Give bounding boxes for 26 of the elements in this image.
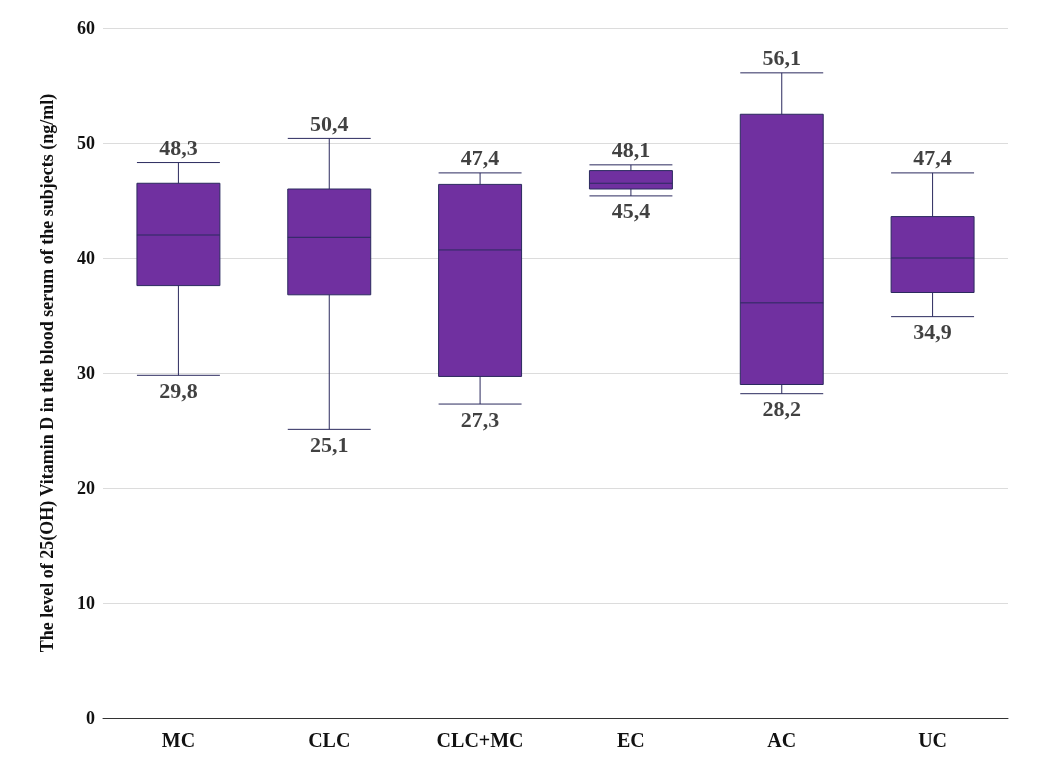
y-tick-label: 20 — [77, 478, 95, 498]
y-tick-label: 10 — [77, 593, 95, 613]
y-axis-title: The level of 25(OH) Vitamin D in the blood serum of the subjects (ng/ml) — [37, 93, 58, 653]
x-tick-label: CLC — [308, 729, 351, 751]
annotation: 48,1 — [611, 137, 651, 163]
y-tick-label: 60 — [77, 18, 95, 38]
y-tick-label: 0 — [86, 708, 95, 728]
annotation: 25,1 — [310, 431, 349, 457]
x-tick-label: AC — [767, 729, 797, 751]
x-tick-label: EC — [617, 729, 645, 751]
annotation: 29,8 — [159, 377, 198, 403]
annotation: 48,3 — [159, 135, 198, 161]
annotation: 45,4 — [611, 198, 651, 224]
annotation: 28,2 — [762, 396, 801, 422]
annotation: 47,4 — [460, 145, 500, 171]
annotation: 50,4 — [310, 110, 349, 136]
y-tick-label: 30 — [77, 363, 95, 383]
y-tick-label: 50 — [77, 133, 95, 153]
y-tick-label: 40 — [77, 248, 95, 268]
annotation: 47,4 — [913, 145, 952, 171]
annotation: 34,9 — [913, 319, 952, 345]
x-tick-label: UC — [918, 729, 948, 751]
annotation: 27,3 — [460, 406, 500, 432]
annotation: 56,1 — [762, 45, 801, 71]
x-tick-label: CLC+MC — [436, 729, 524, 751]
x-tick-label: MC — [161, 729, 196, 751]
